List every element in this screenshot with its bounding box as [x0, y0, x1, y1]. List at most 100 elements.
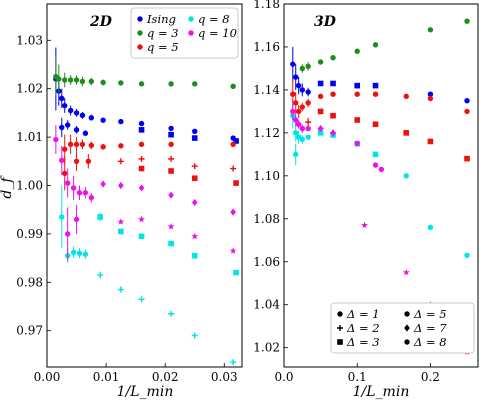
data-point — [464, 155, 470, 162]
data-point — [138, 184, 145, 192]
data-point — [118, 143, 124, 149]
legend-marker — [188, 16, 194, 22]
data-point — [168, 155, 175, 162]
data-point — [82, 190, 89, 196]
ticks-3d: 0.0 0.1 0.2 1.02 1.04 1.06 1.08 1.10 1.12 1.14 1.1… — [253, 0, 440, 384]
xlabel-3d: 1/L_min — [353, 384, 410, 400]
data-point — [299, 125, 306, 132]
data-point — [361, 221, 368, 229]
data-point — [76, 250, 83, 256]
series-q-5 — [62, 134, 239, 191]
data-point — [464, 252, 470, 259]
data-point — [372, 91, 379, 97]
legend-marker — [404, 324, 410, 332]
plot-area-2d — [46, 3, 243, 368]
data-point — [233, 138, 239, 144]
data-point — [191, 135, 198, 141]
data-point — [168, 191, 174, 199]
data-point — [464, 97, 470, 104]
data-point — [97, 272, 104, 279]
data-point — [230, 208, 236, 216]
legend-label: Δ = 7 — [413, 321, 447, 335]
data-point — [117, 218, 125, 225]
data-point — [64, 180, 71, 186]
y-tick-label: 1.01 — [16, 130, 43, 144]
legend-marker — [404, 339, 410, 345]
data-point — [88, 142, 95, 149]
data-point — [76, 190, 83, 196]
data-point — [293, 100, 299, 106]
data-point — [64, 231, 71, 237]
x-tick-label: 0.0 — [274, 370, 293, 384]
data-point — [192, 81, 198, 87]
data-point — [138, 127, 145, 133]
data-point — [64, 122, 71, 128]
xlabel-2d: 1/L_min — [117, 384, 174, 400]
legend-label: q = 8 — [198, 12, 230, 26]
data-point — [67, 107, 74, 114]
y-tick-label: 1.18 — [253, 0, 280, 11]
y-tick-label: 1.04 — [253, 298, 280, 312]
data-point — [73, 216, 80, 223]
y-tick-label: 0.99 — [16, 227, 43, 241]
data-point — [354, 48, 360, 54]
data-point — [118, 80, 124, 86]
legend-marker — [137, 44, 143, 50]
data-point — [62, 146, 68, 152]
data-point — [73, 77, 80, 83]
data-point — [299, 104, 306, 110]
data-point — [118, 228, 124, 235]
data-point — [67, 77, 74, 83]
y-tick-label: 1.14 — [253, 83, 280, 97]
legend-label: Δ = 5 — [413, 307, 447, 321]
data-point — [191, 232, 199, 240]
data-point — [295, 121, 302, 127]
data-point — [138, 233, 145, 240]
data-point — [138, 165, 145, 172]
data-point — [100, 180, 106, 188]
data-point — [97, 214, 103, 220]
data-point — [100, 79, 106, 86]
data-point — [53, 136, 59, 143]
data-point — [378, 166, 385, 173]
data-point — [305, 100, 311, 106]
y-tick-label: 1.08 — [253, 212, 280, 226]
data-point — [82, 251, 89, 257]
data-point — [317, 59, 324, 65]
x-tick-label: 0.2 — [421, 370, 440, 384]
data-point — [330, 112, 336, 119]
series-Ising — [53, 47, 239, 144]
data-point — [88, 194, 95, 201]
data-point — [290, 91, 296, 97]
legend-marker — [137, 30, 143, 36]
data-point — [290, 108, 296, 115]
data-point — [295, 108, 302, 115]
data-point — [168, 131, 174, 138]
x-tick-label: 0.1 — [348, 370, 367, 384]
data-point — [354, 140, 360, 147]
series-q-10 — [53, 125, 237, 261]
data-point — [138, 296, 145, 303]
data-point — [317, 80, 324, 87]
legend-label: q = 10 — [198, 26, 237, 40]
data-point — [427, 27, 434, 33]
data-point — [403, 130, 410, 136]
data-point — [88, 115, 95, 121]
data-point — [330, 80, 336, 87]
legend-3d: Δ = 1 Δ = 5 Δ = 2 Δ = 7 Δ = 3 Δ = 8 — [330, 302, 475, 354]
legend-marker — [188, 30, 194, 36]
panel-3d: 0.0 0.1 0.2 1.02 1.04 1.06 1.08 1.10 1.12 1.14 1.1… — [253, 0, 479, 400]
legend-label: Δ = 3 — [346, 335, 380, 349]
data-point — [305, 125, 311, 132]
data-point — [118, 181, 124, 190]
data-point — [427, 95, 434, 102]
data-point — [167, 223, 175, 230]
data-point — [168, 125, 174, 132]
data-point — [427, 91, 434, 97]
data-point — [168, 168, 174, 174]
data-point — [464, 18, 470, 24]
y-tick-label: 1.12 — [253, 126, 280, 140]
ticks-2d: 0.00 0.01 0.02 0.03 0.97 0.98 0.99 1.00 1.01 1.02… — [16, 33, 237, 384]
data-point — [290, 61, 296, 67]
y-tick-label: 0.97 — [16, 324, 43, 338]
